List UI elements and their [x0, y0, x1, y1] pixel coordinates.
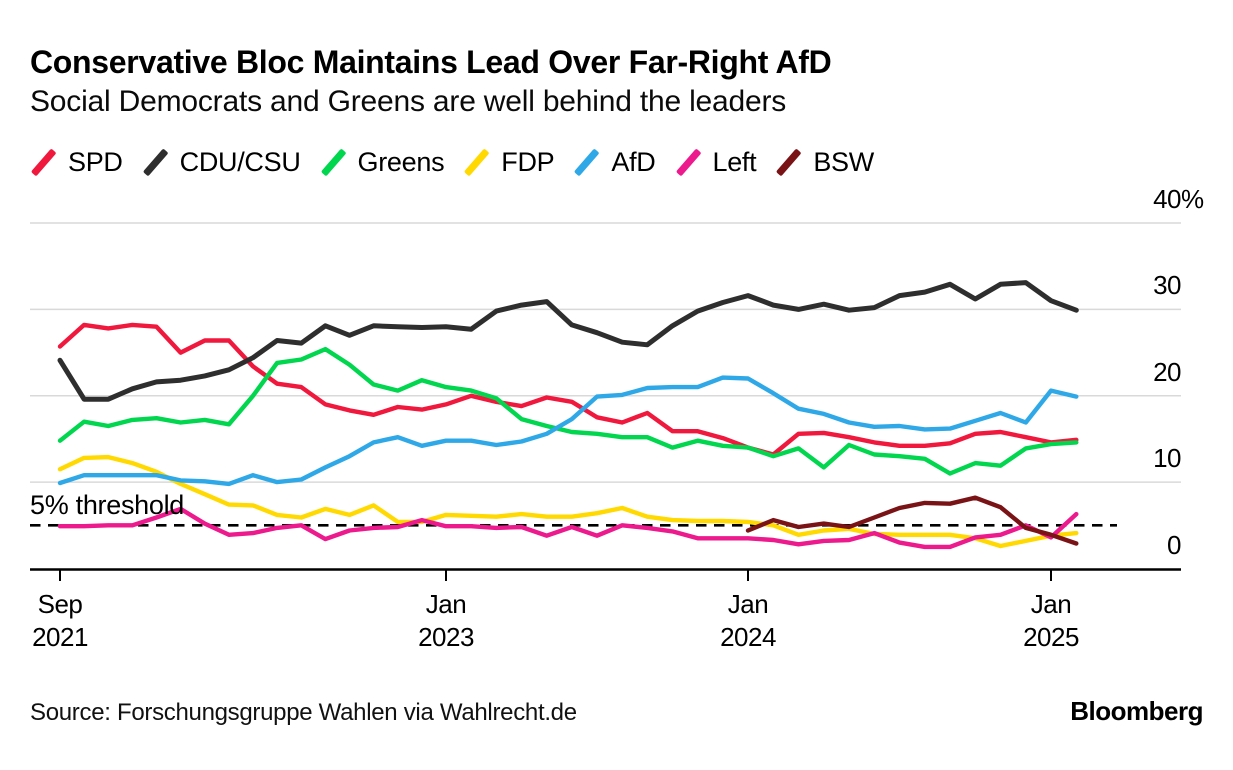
series-line-SPD: [57, 322, 1079, 457]
page-title: Conservative Bloc Maintains Lead Over Fa…: [30, 44, 832, 80]
legend-label: SPD: [68, 146, 123, 177]
legend-label: BSW: [813, 146, 874, 177]
legend: SPD CDU/CSU Greens FDP AfD Left BSW: [28, 146, 874, 178]
x-axis-label-month: Jan: [727, 589, 769, 619]
y-axis-label-value: 10: [1153, 443, 1181, 474]
y-axis-label: 0: [1167, 529, 1181, 560]
page-subtitle: Social Democrats and Greens are well beh…: [30, 85, 787, 118]
legend-item-BSW: BSW: [773, 146, 874, 178]
x-axis-label-month: Jan: [1030, 589, 1072, 619]
x-axis-label: Jan 2023: [376, 588, 516, 654]
y-axis-label-value: 30: [1153, 270, 1181, 301]
y-axis-label: 10: [1153, 445, 1181, 472]
legend-item-CDUCSU: CDU/CSU: [140, 146, 301, 178]
series-line-BSW: [745, 495, 1079, 546]
legend-label: AfD: [611, 146, 656, 177]
series-line-CDUCSU: [57, 280, 1079, 402]
x-axis-label: Sep 2021: [0, 588, 130, 654]
y-axis-label-value: 40: [1153, 184, 1181, 214]
bloomberg-logo: Bloomberg: [1070, 696, 1203, 726]
legend-label: CDU/CSU: [179, 146, 301, 177]
y-axis-label: 30: [1153, 272, 1181, 299]
legend-label: Greens: [357, 146, 445, 177]
legend-item-Left: Left: [673, 146, 757, 178]
series-line-FDP: [57, 454, 1079, 549]
legend-item-Greens: Greens: [318, 146, 445, 178]
series-line-Greens: [57, 346, 1079, 476]
x-axis-label-year: 2021: [32, 622, 88, 652]
series-line-Left: [57, 506, 1079, 550]
x-axis-label-month: Jan: [425, 589, 467, 619]
x-axis-label-year: 2024: [720, 622, 776, 652]
x-axis-label: Jan 2025: [981, 588, 1121, 654]
legend-item-FDP: FDP: [461, 146, 555, 178]
legend-label: Left: [712, 146, 757, 177]
legend-label: FDP: [501, 146, 555, 177]
y-axis-label-value: 0: [1167, 529, 1181, 560]
y-axis-label: 20: [1153, 356, 1181, 387]
source-text: Source: Forschungsgruppe Wahlen via Wahl…: [30, 699, 577, 726]
series-line-AfD: [57, 375, 1079, 487]
legend-item-AfD: AfD: [571, 146, 656, 178]
x-axis-label-month: Sep: [37, 589, 83, 619]
legend-item-SPD: SPD: [28, 146, 123, 178]
threshold-label: 5% threshold: [30, 490, 184, 520]
percent-suffix: %: [1181, 184, 1204, 214]
y-axis-label: 40%: [1153, 184, 1204, 214]
x-axis-label-year: 2025: [1023, 622, 1079, 652]
y-axis-label-value: 20: [1153, 356, 1181, 387]
x-axis-label-year: 2023: [418, 622, 474, 652]
x-axis-label: Jan 2024: [678, 588, 818, 654]
